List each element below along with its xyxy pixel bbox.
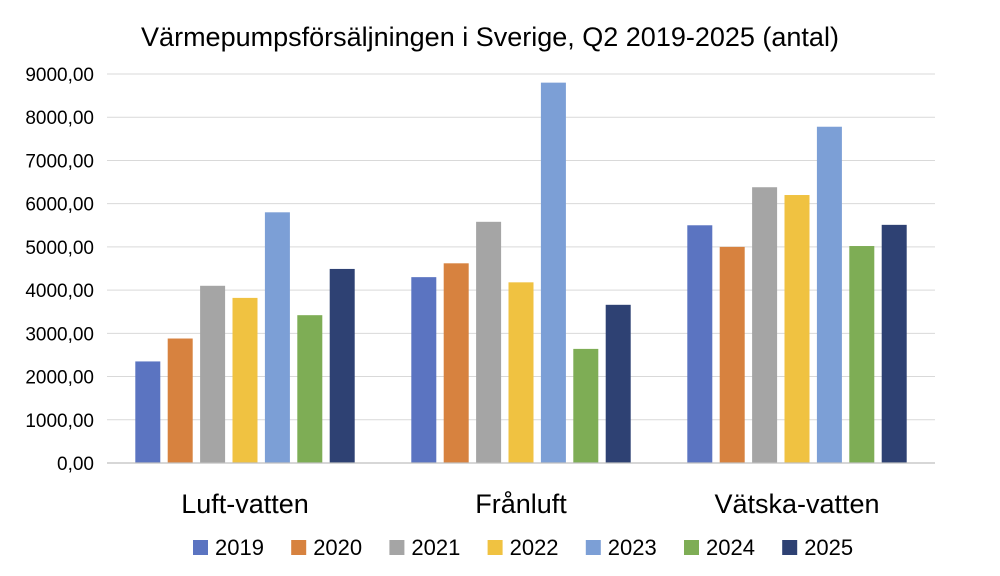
- bar-2019-Luft-vatten: [135, 361, 161, 463]
- bar-2022-Frånluft: [508, 282, 534, 463]
- y-tick-label: 2000,00: [25, 368, 94, 389]
- y-tick-label: 7000,00: [25, 151, 94, 172]
- y-tick-label: 8000,00: [25, 108, 94, 129]
- bar-2025-Frånluft: [605, 304, 631, 463]
- legend-swatch-2021: [389, 540, 405, 555]
- bar-2020-Vätska-vatten: [719, 246, 745, 463]
- bar-2019-Frånluft: [411, 277, 437, 463]
- legend-label: 2024: [706, 535, 755, 560]
- y-tick-label: 1000,00: [25, 411, 94, 432]
- x-axis-category-labels: Luft-vatten Frånluft Vätska-vatten: [181, 489, 879, 519]
- bar-2022-Vätska-vatten: [784, 195, 810, 463]
- y-tick-label: 5000,00: [25, 238, 94, 259]
- bar-2024-Frånluft: [573, 348, 599, 463]
- legend-label: 2022: [510, 535, 559, 560]
- legend-swatch-2025: [782, 540, 798, 555]
- bar-2023-Vätska-vatten: [816, 126, 842, 463]
- y-tick-label: 4000,00: [25, 281, 94, 302]
- bar-2023-Luft-vatten: [264, 212, 290, 463]
- y-axis-tick-labels: 0,00 1000,00 2000,00 3000,00 4000,00 5000,00 6…: [25, 65, 94, 475]
- legend-label: 2025: [804, 535, 853, 560]
- bar-2022-Luft-vatten: [232, 297, 258, 463]
- legend: 2019 2020 2021 2022 2023 2024 2025: [193, 535, 853, 560]
- legend-label: 2019: [215, 535, 264, 560]
- y-tick-label: 0,00: [57, 454, 94, 475]
- bar-2021-Vätska-vatten: [752, 187, 778, 463]
- chart-title: Värmepumpsförsäljningen i Sverige, Q2 20…: [141, 22, 839, 52]
- bar-2021-Luft-vatten: [200, 285, 226, 463]
- legend-label: 2023: [608, 535, 657, 560]
- legend-swatch-2024: [684, 540, 699, 555]
- legend-swatch-2023: [585, 540, 601, 555]
- bar-2021-Frånluft: [476, 221, 502, 463]
- bar-2024-Luft-vatten: [297, 315, 323, 463]
- legend-swatch-2019: [193, 540, 208, 555]
- x-category-label: Luft-vatten: [181, 489, 309, 519]
- bar-2024-Vätska-vatten: [849, 246, 875, 463]
- x-category-label: Frånluft: [475, 489, 567, 519]
- bars: [135, 82, 907, 464]
- bar-2025-Luft-vatten: [329, 268, 355, 463]
- legend-label: 2021: [411, 535, 460, 560]
- bar-2023-Frånluft: [540, 82, 566, 464]
- x-category-label: Vätska-vatten: [714, 489, 879, 519]
- y-tick-label: 6000,00: [25, 195, 94, 216]
- bar-2020-Luft-vatten: [167, 338, 193, 463]
- y-tick-label: 3000,00: [25, 324, 94, 345]
- bar-2019-Vätska-vatten: [687, 225, 713, 463]
- bar-2020-Frånluft: [443, 263, 469, 463]
- legend-label: 2020: [313, 535, 362, 560]
- legend-swatch-2022: [487, 540, 503, 555]
- bar-2025-Vätska-vatten: [881, 224, 907, 463]
- legend-swatch-2020: [291, 540, 307, 555]
- y-tick-label: 9000,00: [25, 65, 94, 86]
